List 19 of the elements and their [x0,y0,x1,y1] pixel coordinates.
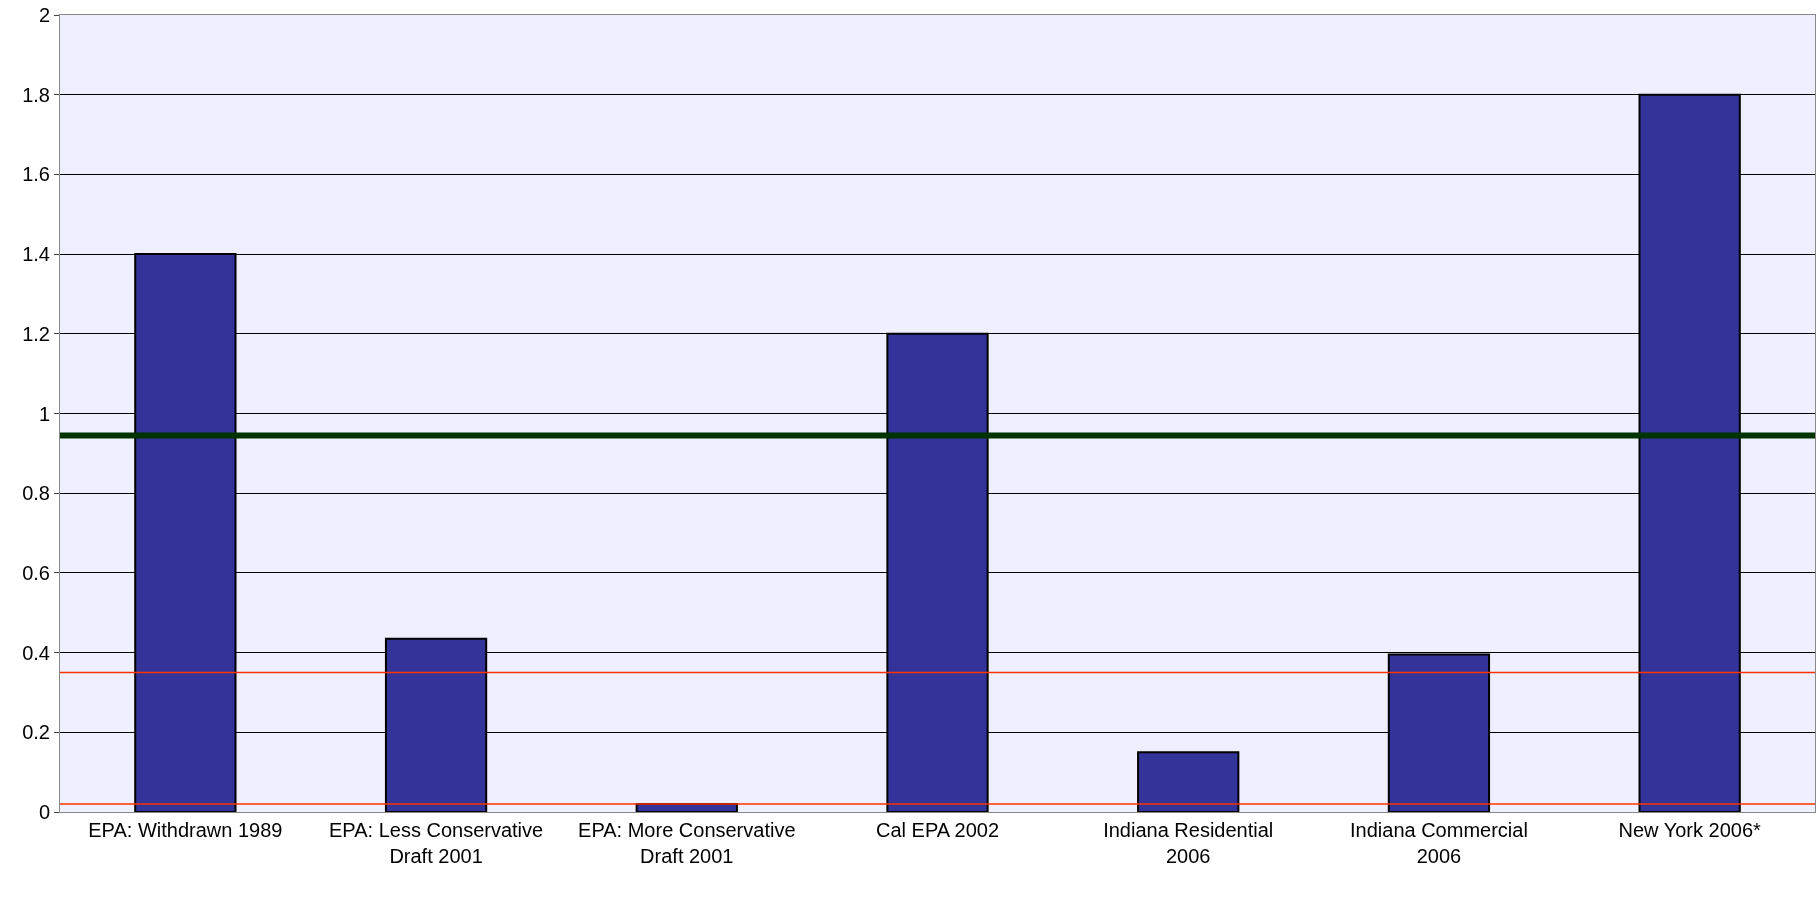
y-tick-label: 1 [38,402,50,425]
bar [1137,751,1240,812]
y-tick-label: 1.4 [22,243,50,266]
y-tick-label: 1.8 [22,83,50,106]
x-tick-label: New York 2006* [1618,819,1762,841]
y-tick-label: 1.2 [22,322,50,345]
x-tick-label: EPA: Withdrawn 1989 [88,819,283,841]
x-tick-label: Cal EPA 2002 [875,819,1000,841]
y-tick-label: 0.4 [22,641,50,664]
y-tick-label: 1.6 [22,163,50,186]
x-tick-label: Indiana Residential 2006 [1103,819,1274,867]
y-tick-label: 0 [38,801,50,823]
y-tick-label: 0.8 [22,482,50,505]
x-tick-label: EPA: Less Conservative Draft 2001 [328,819,544,867]
y-tick-label: 0.6 [22,561,50,584]
y-tick-label: 0.2 [22,721,50,744]
x-tick-label: Indiana Commercial 2006 [1350,819,1528,867]
x-tick-label: EPA: More Conservative Draft 2001 [578,819,796,867]
y-tick-label: 2 [38,4,50,26]
